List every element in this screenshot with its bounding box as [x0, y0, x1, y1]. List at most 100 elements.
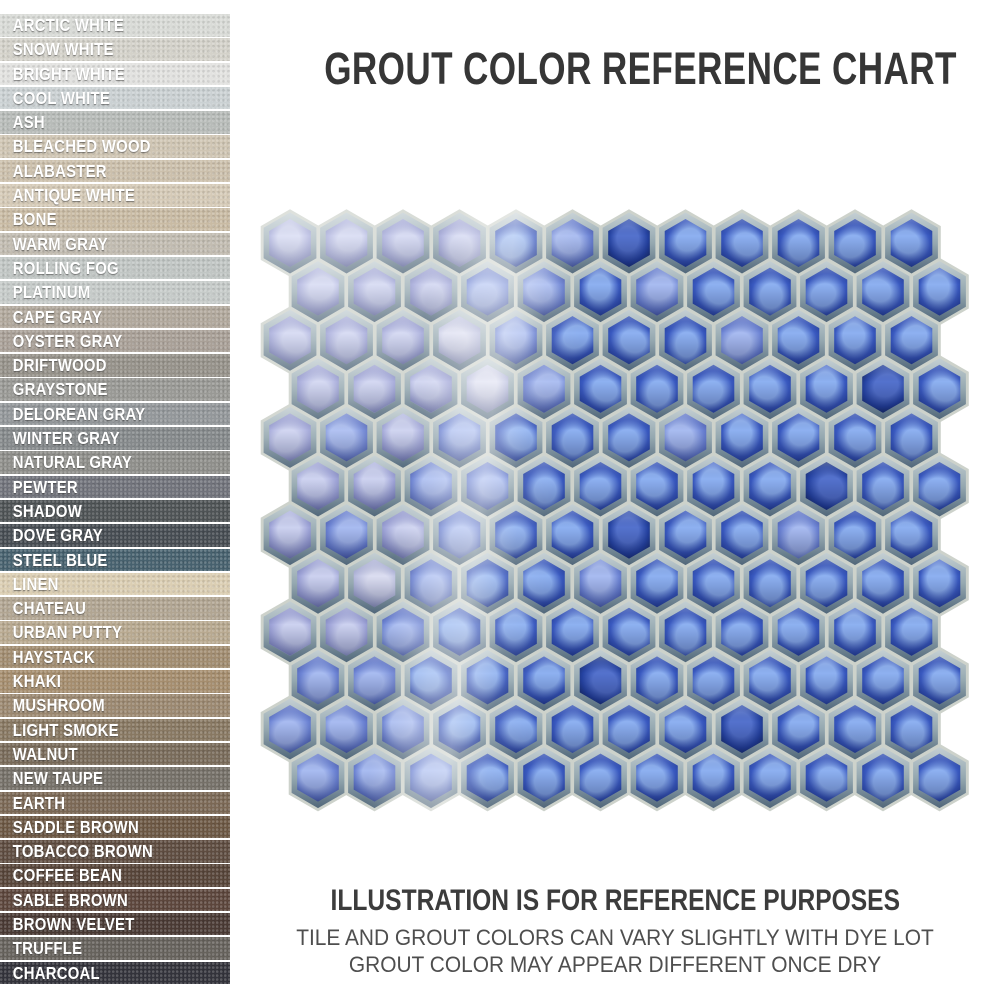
hex-tile	[461, 358, 514, 420]
hex-tile	[489, 406, 543, 468]
hex-tile	[348, 455, 401, 517]
hex-tile	[687, 552, 740, 614]
hex-tile	[687, 358, 740, 420]
footer-heading-text: ILLUSTRATION IS FOR REFERENCE PURPOSES	[330, 884, 900, 917]
swatch-row: WINTER GRAY	[0, 427, 230, 450]
swatch-row: OYSTER GRAY	[0, 329, 230, 353]
hex-tile	[856, 261, 910, 323]
hex-tile	[856, 649, 910, 711]
swatch-name: DELOREAN GRAY	[12, 403, 146, 424]
hex-tile	[263, 601, 317, 663]
hex-tile	[630, 552, 684, 614]
swatch-name: STEEL BLUE	[12, 549, 108, 570]
hex-tile	[546, 212, 599, 274]
hex-tile	[348, 552, 401, 614]
swatch-name: CHATEAU	[12, 598, 87, 619]
hex-tile	[574, 552, 627, 614]
hex-tile	[715, 504, 769, 566]
swatch-list: ARCTIC WHITE SNOW WHITE BRIGHT WHITE COOL W…	[0, 14, 230, 986]
swatch-row: URBAN PUTTY	[0, 621, 230, 644]
swatch-row: STEEL BLUE	[0, 548, 230, 572]
hex-tile	[574, 455, 627, 517]
hex-tile	[630, 261, 684, 323]
hex-tile	[715, 601, 769, 663]
swatch-row: BRIGHT WHITE	[0, 62, 230, 86]
hex-tile	[630, 358, 684, 420]
hex-tile	[885, 698, 938, 760]
swatch-name: COOL WHITE	[12, 87, 111, 108]
hex-tile	[659, 698, 712, 760]
hex-tile	[489, 601, 543, 663]
hex-tile	[743, 552, 797, 614]
hex-tile	[263, 406, 317, 468]
hex-tile-mosaic	[260, 209, 969, 812]
swatch-row: WARM GRAY	[0, 232, 230, 256]
swatch-name: COFFEE BEAN	[12, 865, 123, 886]
hex-tile	[263, 212, 317, 274]
swatch-row: CHATEAU	[0, 597, 230, 620]
hex-tile	[743, 358, 797, 420]
swatch-name: ARCTIC WHITE	[12, 15, 125, 35]
hex-tile	[263, 698, 317, 760]
swatch-row: NATURAL GRAY	[0, 451, 230, 474]
hex-tile	[291, 358, 345, 420]
hex-tile	[800, 358, 853, 420]
swatch-name: SABLE BROWN	[12, 889, 128, 910]
hex-tile	[743, 455, 797, 517]
hex-tile	[659, 309, 712, 371]
hex-tile	[291, 261, 345, 323]
hex-tile	[546, 601, 599, 663]
hex-tile	[856, 358, 910, 420]
hex-tile	[913, 261, 966, 323]
hex-tile	[913, 649, 966, 711]
hex-tile	[546, 406, 599, 468]
hex-tile	[404, 649, 458, 711]
hex-tile	[404, 358, 458, 420]
hex-tile	[517, 552, 571, 614]
swatch-name: DRIFTWOOD	[12, 355, 107, 376]
hex-tile	[517, 747, 571, 809]
hex-tile	[320, 406, 373, 468]
hex-tile	[461, 261, 514, 323]
swatch-row: COFFEE BEAN	[0, 864, 230, 887]
swatch-row: NEW TAUPE	[0, 767, 230, 790]
swatch-row: ASH	[0, 111, 230, 134]
swatch-name: WALNUT	[12, 743, 78, 764]
page-title-text: GROUT COLOR REFERENCE CHART	[324, 43, 957, 94]
hex-tile	[715, 406, 769, 468]
hex-tile	[772, 406, 825, 468]
swatch-row: PLATINUM	[0, 281, 230, 304]
hex-tile	[489, 698, 543, 760]
hex-tile	[376, 698, 430, 760]
swatch-name: SNOW WHITE	[12, 39, 114, 60]
swatch-name: HAYSTACK	[12, 646, 95, 667]
hex-tile	[630, 649, 684, 711]
hex-tile	[517, 358, 571, 420]
hex-tile	[659, 212, 712, 274]
swatch-name: LIGHT SMOKE	[12, 719, 119, 740]
hex-tile	[433, 504, 486, 566]
hex-tile	[885, 212, 938, 274]
hex-tile	[659, 601, 712, 663]
hex-tile	[772, 601, 825, 663]
swatch-row: DRIFTWOOD	[0, 354, 230, 377]
hex-tile	[800, 261, 853, 323]
hex-tile	[404, 747, 458, 809]
hex-tile	[772, 698, 825, 760]
footer-note-line1: TILE AND GROUT COLORS CAN VARY SLIGHTLY …	[296, 925, 934, 950]
swatch-name: ASH	[12, 112, 45, 133]
page-title: GROUT COLOR REFERENCE CHART	[235, 46, 995, 91]
swatch-row: EARTH	[0, 791, 230, 814]
swatch-row: WALNUT	[0, 742, 230, 766]
swatch-name: WARM GRAY	[12, 233, 108, 254]
hex-tile	[659, 504, 712, 566]
hex-tile	[885, 309, 938, 371]
hex-tile	[404, 552, 458, 614]
swatch-row: HAYSTACK	[0, 645, 230, 669]
hex-tile	[433, 212, 486, 274]
hex-tile	[715, 698, 769, 760]
hex-tile	[546, 504, 599, 566]
swatch-name: NATURAL GRAY	[12, 452, 133, 473]
hex-tile	[376, 212, 430, 274]
